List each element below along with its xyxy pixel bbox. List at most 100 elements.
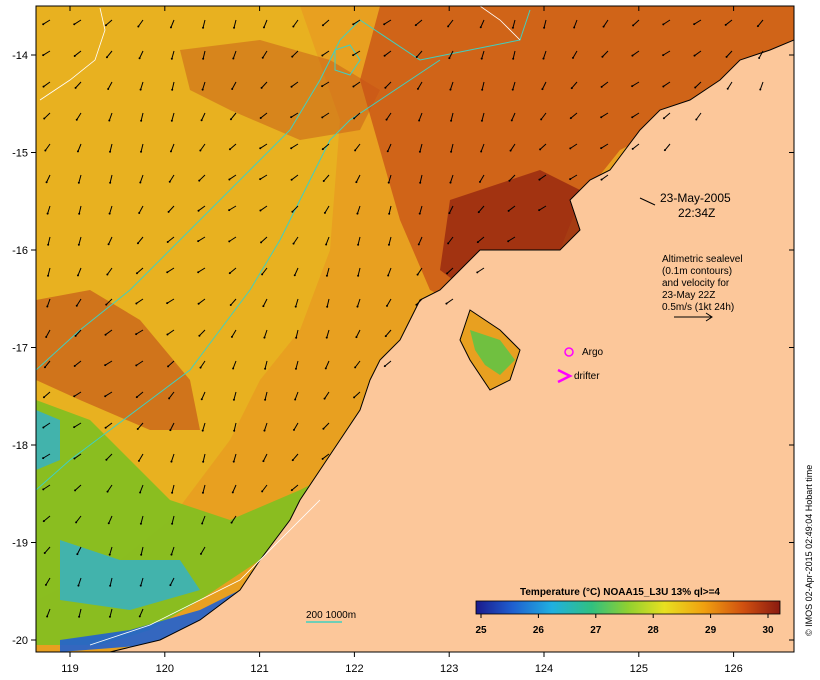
- velocity-arrow: [418, 236, 423, 245]
- velocity-arrow-head: [600, 178, 603, 181]
- velocity-arrow-head: [198, 179, 201, 182]
- velocity-arrow-head: [43, 366, 46, 369]
- velocity-arrow-head: [324, 367, 327, 370]
- y-tick-label: -17: [12, 343, 28, 355]
- velocity-arrow: [572, 50, 578, 59]
- velocity-arrow: [169, 422, 175, 431]
- velocity-arrow: [198, 298, 206, 305]
- velocity-arrow-head: [508, 179, 511, 182]
- velocity-arrow: [43, 81, 51, 88]
- velocity-arrow-head: [387, 274, 390, 277]
- velocity-arrow: [43, 112, 51, 119]
- velocity-arrow-head: [541, 88, 544, 91]
- altimetry-note-3: and velocity for: [662, 278, 730, 289]
- velocity-arrow-head: [415, 56, 418, 59]
- velocity-arrow-head: [261, 56, 264, 59]
- velocity-arrow-head: [383, 365, 386, 368]
- colorbar-title: Temperature (°C) NOAA15_L3U 13% ql>=4: [520, 587, 720, 598]
- colorbar-tick-label: 26: [533, 625, 545, 636]
- velocity-arrow: [448, 205, 454, 214]
- velocity-arrow-head: [73, 457, 76, 460]
- velocity-arrow-head: [662, 85, 665, 88]
- velocity-arrow-head: [480, 57, 483, 60]
- velocity-arrow-head: [201, 522, 204, 525]
- velocity-arrow: [201, 391, 206, 400]
- velocity-arrow-head: [323, 397, 326, 400]
- velocity-arrow: [571, 81, 578, 89]
- velocity-arrow: [137, 236, 144, 244]
- velocity-arrow-head: [291, 210, 294, 213]
- velocity-arrow-head: [200, 119, 203, 122]
- velocity-arrow: [42, 453, 51, 459]
- velocity-arrow-head: [291, 459, 294, 462]
- velocity-arrow-head: [662, 54, 665, 57]
- velocity-arrow: [74, 484, 82, 491]
- velocity-arrow-head: [166, 271, 169, 274]
- velocity-arrow: [664, 143, 671, 151]
- velocity-arrow: [78, 236, 82, 245]
- velocity-arrow: [171, 484, 175, 493]
- velocity-arrow: [539, 143, 547, 150]
- velocity-arrow: [170, 19, 175, 28]
- velocity-arrow: [47, 267, 51, 276]
- y-tick-label: -14: [12, 50, 28, 62]
- velocity-arrow: [45, 577, 51, 586]
- velocity-arrow: [446, 267, 454, 274]
- velocity-arrow: [42, 19, 51, 25]
- velocity-arrow: [543, 19, 547, 28]
- velocity-arrow-head: [42, 85, 45, 88]
- velocity-arrow-head: [228, 178, 231, 181]
- velocity-arrow-head: [414, 24, 417, 27]
- velocity-arrow-head: [168, 180, 171, 183]
- velocity-arrow-head: [73, 426, 76, 429]
- velocity-arrow-head: [76, 274, 79, 277]
- velocity-arrow: [74, 50, 82, 57]
- velocity-arrow-head: [383, 23, 386, 26]
- velocity-arrow: [44, 546, 51, 554]
- velocity-arrow-head: [569, 147, 572, 150]
- velocity-arrow: [139, 484, 144, 493]
- velocity-arrow: [171, 515, 175, 524]
- velocity-arrow: [77, 267, 82, 276]
- velocity-arrow: [197, 267, 206, 273]
- velocity-arrow-head: [291, 55, 294, 58]
- velocity-arrow: [324, 205, 330, 214]
- colorbar-tick-label: 29: [705, 625, 717, 636]
- velocity-arrow: [570, 143, 578, 149]
- map-plot-area: [36, 6, 794, 652]
- y-tick-label: -19: [12, 538, 28, 550]
- velocity-arrow: [322, 112, 330, 118]
- velocity-arrow-head: [450, 150, 453, 153]
- velocity-arrow: [136, 391, 144, 398]
- velocity-arrow-head: [77, 584, 80, 587]
- velocity-arrow: [263, 19, 268, 28]
- velocity-arrow-head: [662, 117, 665, 120]
- velocity-arrow-head: [511, 88, 514, 91]
- velocity-arrow-head: [166, 302, 169, 305]
- velocity-arrow-head: [77, 243, 80, 246]
- velocity-arrow: [322, 143, 330, 150]
- velocity-arrow-head: [197, 302, 200, 305]
- velocity-arrow-head: [322, 180, 325, 183]
- velocity-arrow-head: [357, 243, 360, 246]
- velocity-arrow: [352, 19, 361, 25]
- velocity-arrow-head: [171, 491, 174, 494]
- velocity-arrow-head: [201, 429, 204, 432]
- velocity-arrow-head: [73, 54, 76, 57]
- velocity-arrow-head: [233, 429, 236, 432]
- velocity-arrow-head: [229, 118, 232, 121]
- velocity-arrow: [509, 174, 516, 182]
- velocity-arrow: [229, 267, 237, 274]
- velocity-arrow: [603, 19, 609, 27]
- x-axis: 119 120 121 122 123 124 125 126: [61, 6, 743, 675]
- y-axis: -14 -15 -16 -17 -18 -19 -20: [12, 50, 794, 647]
- velocity-arrow: [264, 391, 268, 400]
- velocity-arrow-head: [139, 181, 142, 184]
- velocity-arrow: [260, 205, 268, 211]
- drifter-marker-icon: [557, 368, 573, 384]
- velocity-arrow: [600, 112, 609, 118]
- velocity-arrow-head: [386, 150, 389, 153]
- velocity-arrow-head: [507, 240, 510, 243]
- velocity-arrow: [74, 453, 82, 459]
- velocity-arrow-head: [756, 25, 759, 28]
